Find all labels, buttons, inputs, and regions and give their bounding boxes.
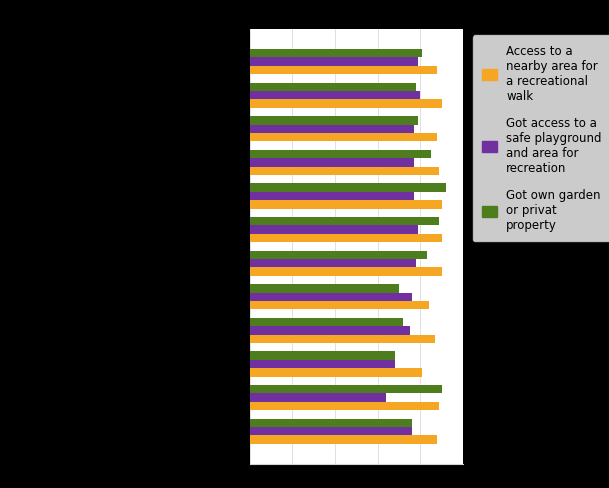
Bar	[250, 116, 418, 124]
Bar	[250, 49, 423, 58]
Bar	[250, 385, 442, 393]
Bar	[250, 351, 395, 360]
Bar	[250, 234, 442, 242]
Bar	[250, 284, 399, 293]
Bar	[250, 58, 418, 66]
Bar	[250, 133, 437, 142]
Bar	[250, 150, 431, 158]
Bar	[250, 166, 440, 175]
Bar	[250, 335, 435, 343]
Bar	[250, 435, 437, 444]
Bar	[250, 158, 414, 166]
Bar	[250, 200, 442, 209]
Bar	[250, 427, 412, 435]
Bar	[250, 360, 395, 368]
Bar	[250, 82, 416, 91]
Legend: Access to a
nearby area for
a recreational
walk, Got access to a
safe playground: Access to a nearby area for a recreation…	[473, 35, 609, 242]
Bar	[250, 267, 442, 276]
Bar	[250, 251, 426, 259]
Bar	[250, 124, 414, 133]
Bar	[250, 66, 437, 74]
Bar	[250, 419, 412, 427]
Bar	[250, 100, 442, 108]
Bar	[250, 326, 409, 335]
Bar	[250, 393, 386, 402]
Bar	[250, 368, 423, 377]
Bar	[250, 402, 440, 410]
Bar	[250, 91, 420, 100]
Bar	[250, 293, 412, 301]
Bar	[250, 192, 414, 200]
Bar	[250, 318, 403, 326]
Bar	[250, 183, 446, 192]
Bar	[250, 301, 429, 309]
Bar	[250, 217, 440, 225]
Bar	[250, 259, 416, 267]
Bar	[250, 225, 418, 234]
